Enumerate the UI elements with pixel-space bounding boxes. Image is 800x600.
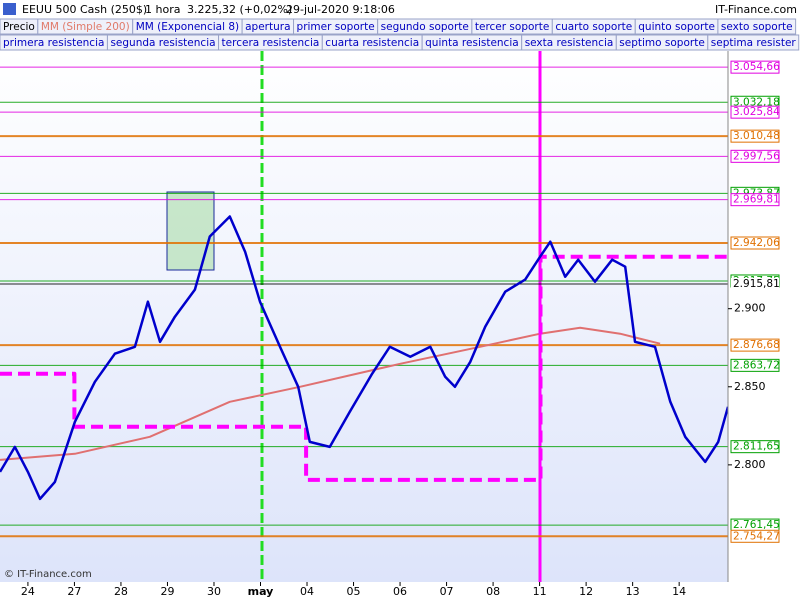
- levels: [0, 66, 728, 538]
- button-label[interactable]: Precio: [3, 21, 35, 33]
- y-tick-label: 2.850: [734, 380, 766, 393]
- button-label[interactable]: quinta resistencia: [425, 37, 519, 49]
- x-tick-label: may: [248, 585, 274, 598]
- instrument: EEUU 500 Cash (250$): [22, 3, 147, 16]
- level-tag: [730, 60, 780, 74]
- x-tick-label: 29: [160, 585, 174, 598]
- toolbar-button[interactable]: Precio: [0, 18, 39, 35]
- x-tick-label: 04: [300, 585, 314, 598]
- toolbar-button[interactable]: cuarta resistencia: [321, 34, 423, 51]
- toolbar-button[interactable]: septimo soporte: [615, 34, 709, 51]
- x-tick-label: 30: [207, 585, 221, 598]
- button-label[interactable]: apertura: [245, 21, 290, 33]
- button-label[interactable]: cuarta resistencia: [325, 37, 419, 49]
- toolbar-button[interactable]: segundo soporte: [377, 18, 473, 35]
- button-bg[interactable]: [717, 18, 797, 35]
- highlight-box: [166, 191, 215, 271]
- toolbar-button[interactable]: MM (Exponencial 8): [132, 18, 243, 35]
- button-label[interactable]: quinto soporte: [638, 21, 715, 33]
- x-tick-label: 24: [21, 585, 35, 598]
- button-label[interactable]: tercer soporte: [475, 21, 549, 33]
- app-icon: [3, 3, 16, 15]
- level-label: 3.032,18: [733, 96, 780, 108]
- x-tick-label: 05: [347, 585, 361, 598]
- quote: 3.225,32 (+0,02%): [187, 3, 292, 16]
- level-tag: [730, 193, 780, 207]
- level-label: 2.915,81: [733, 278, 780, 290]
- x-tick-label: 07: [440, 585, 454, 598]
- button-bg[interactable]: [707, 34, 800, 51]
- plot-area: [0, 51, 728, 582]
- button-label[interactable]: sexta resistencia: [525, 37, 614, 49]
- button-label[interactable]: cuarto soporte: [555, 21, 632, 33]
- toolbar-button[interactable]: tercera resistencia: [218, 34, 323, 51]
- y-tick-label: 2.900: [734, 302, 766, 315]
- toolbar-button[interactable]: quinta resistencia: [421, 34, 523, 51]
- button-label[interactable]: sexto soporte: [721, 21, 793, 33]
- button-label[interactable]: MM (Exponencial 8): [136, 21, 239, 33]
- level-tag: [730, 149, 780, 163]
- level-tag: [730, 105, 780, 119]
- toolbar-button[interactable]: sexta resistencia: [521, 34, 617, 51]
- level-label: 2.761,45: [733, 519, 780, 531]
- toolbar-button[interactable]: MM (Simple 200): [37, 18, 134, 35]
- watermark: © IT-Finance.com: [4, 569, 92, 580]
- level-label: 2.969,81: [733, 194, 780, 206]
- toolbar-button[interactable]: sexto soporte: [717, 18, 797, 35]
- button-label[interactable]: tercera resistencia: [222, 37, 320, 49]
- series-line: [0, 326, 661, 461]
- level-label: 3.025,84: [733, 106, 780, 118]
- x-tick-label: 14: [672, 585, 686, 598]
- level-label: 2.811,65: [733, 441, 780, 453]
- axes: 3.054,66 3.032,183.025,84 3.010,48 2.997,56…: [21, 60, 780, 598]
- level-label: 2.942,06: [733, 237, 780, 249]
- toolbar-button[interactable]: apertura: [241, 18, 295, 35]
- level-tag: [730, 440, 780, 454]
- timeframe: 1 hora: [145, 3, 180, 16]
- button-label[interactable]: septimo soporte: [619, 37, 705, 49]
- header-bar: [0, 0, 800, 18]
- toolbar: Precio MM (Simple 200) MM (Exponencial 8) a…: [0, 18, 800, 51]
- level-label: 3.054,66: [733, 61, 780, 73]
- level-tag: [730, 529, 780, 543]
- toolbar-button[interactable]: segunda resistencia: [106, 34, 220, 51]
- series: [0, 215, 730, 501]
- series-line: [0, 215, 730, 501]
- toolbar-button[interactable]: tercer soporte: [471, 18, 553, 35]
- level-label: 2.876,68: [733, 339, 780, 351]
- x-tick-label: 28: [114, 585, 128, 598]
- toolbar-button[interactable]: primera resistencia: [0, 34, 108, 51]
- level-tag: [730, 236, 780, 250]
- button-label[interactable]: MM (Simple 200): [41, 21, 130, 33]
- level-tag: [731, 277, 779, 290]
- button-label[interactable]: segundo soporte: [381, 21, 469, 33]
- brand: IT-Finance.com: [715, 3, 797, 16]
- button-label[interactable]: primera resistencia: [3, 37, 104, 49]
- x-tick-label: 08: [486, 585, 500, 598]
- level-label: 3.010,48: [733, 130, 780, 142]
- x-tick-label: 27: [67, 585, 81, 598]
- toolbar-button[interactable]: primer soporte: [293, 18, 379, 35]
- level-tag: [730, 358, 780, 372]
- button-label[interactable]: primer soporte: [297, 21, 375, 33]
- level-tag: [730, 129, 780, 143]
- y-tick-label: 2.800: [734, 458, 766, 471]
- level-label: 2.863,72: [733, 359, 780, 371]
- series-line: [0, 254, 728, 482]
- toolbar-button[interactable]: quinto soporte: [634, 18, 719, 35]
- level-tag: [730, 338, 780, 352]
- x-tick-label: 12: [579, 585, 593, 598]
- toolbar-button[interactable]: cuarto soporte: [551, 18, 636, 35]
- x-tick-label: 11: [533, 585, 547, 598]
- button-label[interactable]: septima resister: [711, 37, 797, 49]
- datetime: 29-jul-2020 9:18:06: [286, 3, 395, 16]
- x-tick-label: 13: [626, 585, 640, 598]
- toolbar-button[interactable]: septima resister: [707, 34, 800, 51]
- button-label[interactable]: segunda resistencia: [110, 37, 215, 49]
- level-label: 2.754,27: [733, 530, 780, 542]
- x-tick-label: 06: [393, 585, 407, 598]
- level-label: 2.997,56: [733, 150, 780, 162]
